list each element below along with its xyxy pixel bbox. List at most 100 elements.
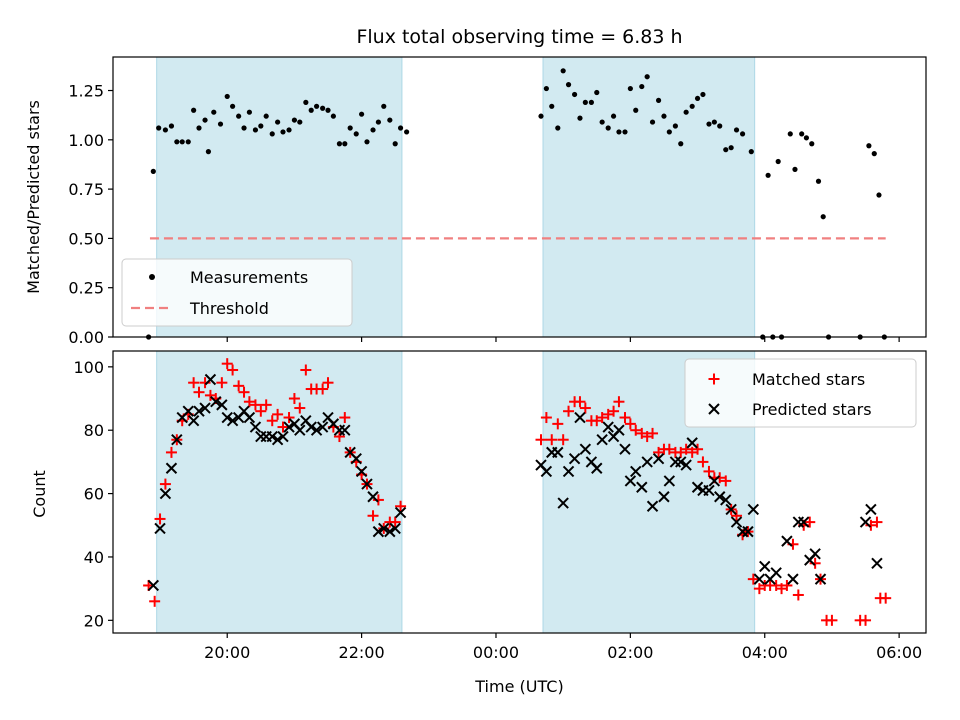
top-y-tick-label: 0.50 (68, 229, 104, 248)
matched-star-point (552, 418, 564, 430)
predicted-star-point (686, 437, 698, 449)
predicted-star-point-b (187, 415, 200, 427)
matched-star-point (288, 393, 300, 405)
predicted-star-point-b (249, 421, 262, 433)
measurement-point (661, 113, 667, 119)
measurement-point (733, 127, 740, 133)
predicted-star-point-b (216, 399, 228, 411)
measurement-point (275, 119, 281, 125)
measurement-point (871, 151, 877, 157)
legend-marker-predicted-stars (708, 403, 720, 415)
measurement-point (678, 141, 684, 147)
x-tick-label: 04:00 (742, 643, 788, 662)
measurement-point (666, 129, 672, 135)
measurement-point (555, 125, 561, 131)
measurement-point (236, 113, 242, 119)
matched-star-point (574, 396, 586, 408)
predicted-star-point (372, 525, 385, 538)
predicted-star-point (747, 503, 760, 516)
top-panel: 0.00 0.25 0.50 0.75 1.00 1.25 Matched/Predict… (24, 56, 927, 347)
measurement-point (308, 107, 314, 113)
predicted-star-point (646, 500, 659, 512)
measurement-point (549, 103, 555, 109)
predicted-star-point-b (686, 437, 698, 449)
predicted-star-point (216, 399, 228, 411)
measurement-point (336, 141, 343, 147)
predicted-star-point (310, 424, 323, 436)
predicted-star-point (602, 421, 614, 433)
matched-star-point (159, 478, 171, 490)
predicted-star-point (557, 497, 569, 509)
predicted-star-point-b (159, 487, 172, 500)
predicted-star-point-b (294, 424, 306, 436)
matched-stars-points (143, 358, 892, 626)
matched-star-point (221, 358, 233, 370)
measurement-point (191, 107, 197, 113)
predicted-star-point (787, 573, 799, 585)
x-tick-label: 02:00 (607, 643, 653, 662)
matched-star-point (249, 399, 261, 411)
bottom-axes-frame (112, 350, 927, 634)
matched-star-point (277, 421, 289, 433)
bottom-y-axis-label: Count (30, 470, 49, 518)
matched-star-point (233, 380, 245, 392)
measurement-point (717, 123, 723, 129)
measurement-point (397, 125, 404, 131)
matched-star-point (647, 427, 659, 439)
predicted-star-point (199, 402, 211, 414)
measurement-point (775, 158, 781, 165)
measurement-point (616, 129, 622, 135)
predicted-star-point (266, 430, 278, 443)
predicted-star-point (305, 421, 317, 433)
measurement-point (297, 119, 303, 125)
bottom-y-tick-label: 60 (84, 485, 104, 504)
legend-marker-measurements (149, 274, 155, 280)
predicted-star-point (753, 573, 766, 585)
predicted-star-point-b (310, 424, 323, 436)
predicted-star-point-b (742, 525, 754, 538)
predicted-star-point (730, 516, 743, 528)
predicted-star-point (624, 475, 637, 487)
predicted-star-point-b (193, 405, 205, 417)
predicted-star-point (339, 424, 351, 436)
predicted-star-point (759, 560, 771, 573)
top-y-tick-label: 1.00 (68, 131, 104, 150)
predicted-star-point-b (641, 456, 653, 468)
measurement-point (381, 103, 387, 109)
predicted-star-point-b (652, 453, 665, 465)
predicted-stars-points (147, 373, 883, 592)
matched-star-point (613, 396, 625, 408)
matched-star-point (322, 377, 334, 389)
top-y-tick-label: 0.00 (68, 328, 104, 347)
predicted-star-point-b (809, 548, 821, 560)
predicted-star-point-b (630, 465, 642, 478)
predicted-star-point (271, 434, 284, 446)
predicted-star-point (394, 506, 407, 519)
predicted-star-point-b (389, 522, 401, 535)
matched-star-point (731, 510, 743, 522)
predicted-star-point-b (770, 567, 782, 579)
predicted-star-point-b (372, 525, 385, 538)
predicted-star-point-b (266, 430, 278, 443)
predicted-star-point-b (865, 503, 877, 516)
x-axis-label: Time (UTC) (474, 677, 563, 696)
predicted-star-point-b (316, 421, 329, 433)
measurement-point (538, 113, 544, 119)
predicted-star-point (187, 415, 200, 427)
matched-star-point (266, 415, 278, 427)
bottom-y-tick-label: 40 (84, 548, 104, 567)
matched-star-point (720, 475, 732, 487)
measurement-point (610, 113, 617, 119)
predicted-star-point (249, 421, 262, 433)
predicted-star-point (350, 453, 362, 465)
predicted-star-point-b (344, 446, 356, 459)
bottom-legend: Matched stars Predicted stars (684, 358, 917, 428)
measurement-point (280, 129, 286, 135)
predicted-star-point-b (691, 481, 704, 493)
matched-star-point (317, 383, 329, 395)
predicted-star-point-b (243, 411, 256, 424)
predicted-star-point (361, 478, 373, 490)
predicted-star-point-b (859, 516, 872, 528)
predicted-star-point-b (636, 481, 648, 493)
